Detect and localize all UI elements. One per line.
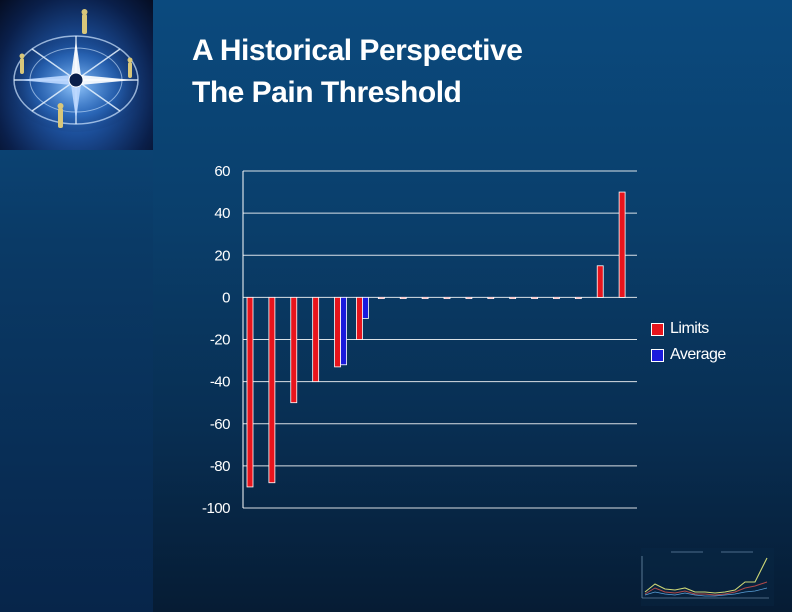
limits-bar — [553, 296, 560, 299]
legend-swatch-limits — [651, 322, 664, 336]
limits-bar — [443, 296, 451, 299]
title-line-1: A Historical Perspective — [192, 34, 523, 67]
limits-bar — [465, 296, 473, 299]
legend-item-limits: Limits — [651, 316, 726, 342]
slide-title: A Historical Perspective The Pain Thresh… — [192, 30, 523, 114]
y-tick-label: 40 — [214, 205, 230, 222]
y-tick-label: 60 — [214, 163, 230, 180]
legend-swatch-average — [651, 348, 664, 362]
limits-bar — [290, 296, 298, 404]
legend-item-average: Average — [651, 342, 726, 368]
compass-rose-image — [0, 0, 153, 150]
y-tick-label: -20 — [210, 332, 230, 349]
average-bar — [362, 296, 369, 319]
limits-bar — [487, 296, 495, 299]
legend-label-limits: Limits — [670, 320, 709, 337]
limits-bar — [399, 296, 407, 299]
y-tick-label: -60 — [210, 416, 230, 433]
compass-rose-graphic — [4, 9, 148, 132]
limits-bar — [334, 296, 341, 368]
y-tick-label: -40 — [210, 374, 230, 391]
legend-label-average: Average — [670, 346, 726, 363]
limits-bar — [618, 191, 626, 298]
limits-bar — [377, 296, 385, 299]
limits-bar — [268, 296, 276, 484]
limits-bar — [356, 296, 363, 340]
chart-legend: Limits Average — [651, 316, 726, 368]
limits-bar — [596, 265, 604, 298]
limits-bar — [509, 296, 517, 299]
thumbnail-chart-image — [641, 548, 774, 606]
y-tick-label: -80 — [210, 458, 230, 475]
y-tick-label: 0 — [222, 289, 230, 306]
limits-bar — [246, 296, 254, 488]
limits-bar — [421, 296, 429, 299]
limits-bar — [574, 296, 582, 299]
thumbnail-chart-graphic — [641, 548, 774, 606]
y-tick-label: 20 — [214, 247, 230, 264]
limits-bar — [531, 296, 538, 299]
title-line-2: The Pain Threshold — [192, 76, 462, 109]
average-bar — [340, 296, 347, 366]
limits-bar — [312, 296, 320, 383]
y-tick-label: -100 — [202, 500, 230, 517]
